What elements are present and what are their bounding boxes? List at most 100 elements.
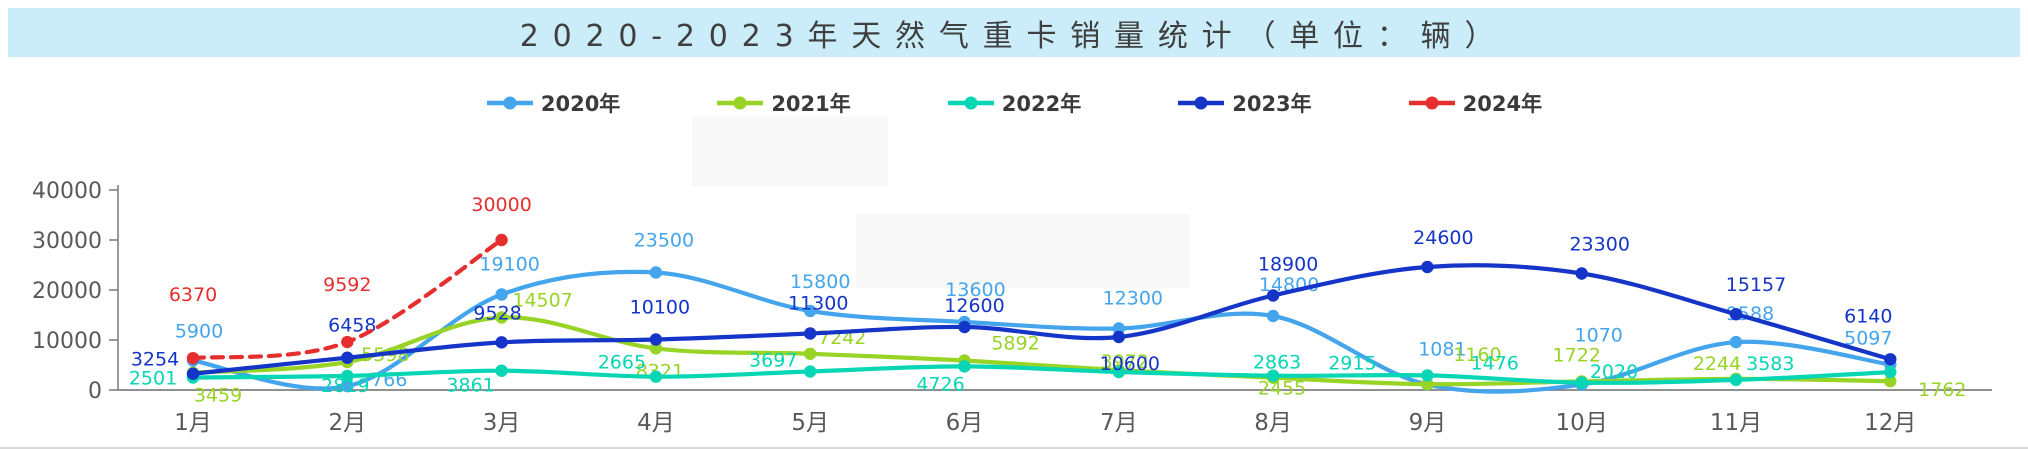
chart-legend: 2020年 2021年 2022年 2023年 2024年 xyxy=(0,88,2028,118)
x-axis-month-label: 10月 xyxy=(1556,410,1608,436)
data-point-2024年-2月 xyxy=(341,335,354,349)
data-label-2020年-7月: 12300 xyxy=(1103,288,1163,310)
data-point-2020年-2月 xyxy=(341,379,354,393)
data-label-2021年-9月: 1160 xyxy=(1453,344,1501,366)
data-point-2022年-12月 xyxy=(1884,365,1897,379)
y-axis-tick-label: 40000 xyxy=(32,179,102,204)
data-point-2022年-11月 xyxy=(1729,373,1743,387)
data-label-2023年-11月: 15157 xyxy=(1726,274,1786,296)
data-point-2022年-5月 xyxy=(804,365,817,378)
legend-dot xyxy=(503,96,517,110)
legend-label: 2024年 xyxy=(1462,92,1543,116)
data-label-2021年-10月: 1722 xyxy=(1553,344,1601,366)
data-point-2020年-7月 xyxy=(1112,322,1126,335)
x-axis-month-label: 12月 xyxy=(1864,410,1916,436)
watermark-artifact xyxy=(856,214,1190,288)
watermark-artifact xyxy=(692,116,888,186)
data-point-2023年-8月 xyxy=(1266,289,1280,302)
data-point-2020年-4月 xyxy=(649,266,663,279)
data-label-2020年-3月: 19100 xyxy=(479,254,539,276)
legend-dot xyxy=(733,96,747,110)
data-label-2022年-9月: 2915 xyxy=(1328,352,1376,374)
data-label-2022年-12月: 3583 xyxy=(1746,353,1794,375)
legend-dot xyxy=(1425,96,1439,110)
data-label-2022年-6月: 4726 xyxy=(916,373,964,395)
data-point-2023年-10月 xyxy=(1575,267,1588,280)
data-point-2024年-1月 xyxy=(186,351,200,365)
x-axis-month-label: 2月 xyxy=(328,410,366,436)
data-point-2022年-3月 xyxy=(495,364,508,377)
legend-item-2022年: 2022年 xyxy=(947,88,1081,118)
data-point-2020年-8月 xyxy=(1266,309,1280,323)
data-label-2023年-2月: 6458 xyxy=(328,315,376,337)
legend-item-2024年: 2024年 xyxy=(1408,88,1542,118)
data-label-2023年-6月: 12600 xyxy=(944,295,1004,317)
data-label-2020年-9月: 1081 xyxy=(1418,339,1466,361)
data-label-2021年-6月: 5892 xyxy=(991,333,1039,355)
data-label-2023年-7月: 10600 xyxy=(1100,353,1160,375)
x-axis-month-label: 5月 xyxy=(791,410,829,436)
data-point-2023年-1月 xyxy=(186,367,200,380)
legend-item-2020年: 2020年 xyxy=(486,88,620,118)
legend-item-2023年: 2023年 xyxy=(1177,88,1312,118)
data-point-2022年-4月 xyxy=(649,370,663,383)
legend-marker-icon xyxy=(717,96,764,110)
legend-label: 2020年 xyxy=(540,92,621,116)
data-point-2020年-11月 xyxy=(1729,335,1743,349)
data-point-2021年-3月 xyxy=(495,311,508,324)
legend-marker-icon xyxy=(486,96,533,110)
x-axis-month-label: 8月 xyxy=(1254,410,1292,436)
data-label-2023年-8月: 18900 xyxy=(1258,254,1318,276)
data-point-2020年-5月 xyxy=(804,304,817,318)
data-label-2021年-11月: 2244 xyxy=(1693,353,1741,375)
data-point-2022年-2月 xyxy=(341,369,354,383)
data-label-2021年-7月: 3972 xyxy=(1101,351,1149,373)
x-axis-month-label: 11月 xyxy=(1710,410,1762,436)
legend-label: 2023年 xyxy=(1232,92,1312,116)
data-label-2022年-5月: 3697 xyxy=(749,350,797,372)
data-point-2023年-3月 xyxy=(495,336,508,349)
y-axis-tick-label: 30000 xyxy=(32,229,102,254)
data-label-2023年-3月: 9528 xyxy=(473,302,521,324)
data-point-2022年-8月 xyxy=(1266,369,1280,382)
data-label-2020年-5月: 15800 xyxy=(790,271,850,293)
data-label-2021年-3月: 14507 xyxy=(512,289,572,311)
footer-divider xyxy=(0,447,2028,449)
legend-dot xyxy=(1194,96,1208,110)
data-label-2024年-3月: 30000 xyxy=(471,194,531,216)
data-label-2023年-5月: 11300 xyxy=(788,293,848,315)
data-label-2022年-2月: 2819 xyxy=(321,375,369,397)
legend-item-2021年: 2021年 xyxy=(716,88,851,118)
data-label-2022年-11月: 2020 xyxy=(1590,361,1638,383)
data-label-2023年-10月: 23300 xyxy=(1569,234,1629,256)
data-point-2022年-7月 xyxy=(1112,365,1126,379)
data-label-2021年-1月: 3459 xyxy=(194,385,242,407)
legend-label: 2021年 xyxy=(771,92,851,116)
legend-label: 2022年 xyxy=(1001,92,1082,116)
data-point-2020年-3月 xyxy=(495,288,508,301)
data-point-2023年-9月 xyxy=(1421,260,1434,274)
x-axis-month-label: 1月 xyxy=(174,410,212,436)
data-label-2023年-9月: 24600 xyxy=(1413,227,1473,249)
data-label-2023年-4月: 10100 xyxy=(630,297,690,319)
x-axis-month-label: 4月 xyxy=(637,410,675,436)
y-axis-tick-label: 10000 xyxy=(32,329,102,354)
legend-dot xyxy=(964,96,978,110)
line-2022年 xyxy=(190,364,1893,385)
data-point-2022年-9月 xyxy=(1421,369,1434,382)
data-point-2022年-6月 xyxy=(958,360,971,373)
chart-title-banner: 2020-2023年天然气重卡销量统计（单位：辆） xyxy=(8,8,2020,57)
data-label-2022年-4月: 2665 xyxy=(598,352,646,374)
data-point-2023年-11月 xyxy=(1729,308,1743,321)
data-point-2021年-5月 xyxy=(804,347,817,360)
y-axis-tick-label: 20000 xyxy=(32,279,102,304)
data-point-2023年-7月 xyxy=(1112,330,1126,344)
data-label-2020年-1月: 5900 xyxy=(175,321,223,343)
data-label-2022年-3月: 3861 xyxy=(446,375,494,397)
data-point-2023年-6月 xyxy=(958,320,971,334)
data-point-2023年-4月 xyxy=(649,333,663,346)
data-point-2022年-10月 xyxy=(1575,376,1588,389)
x-axis-month-label: 3月 xyxy=(483,410,521,436)
